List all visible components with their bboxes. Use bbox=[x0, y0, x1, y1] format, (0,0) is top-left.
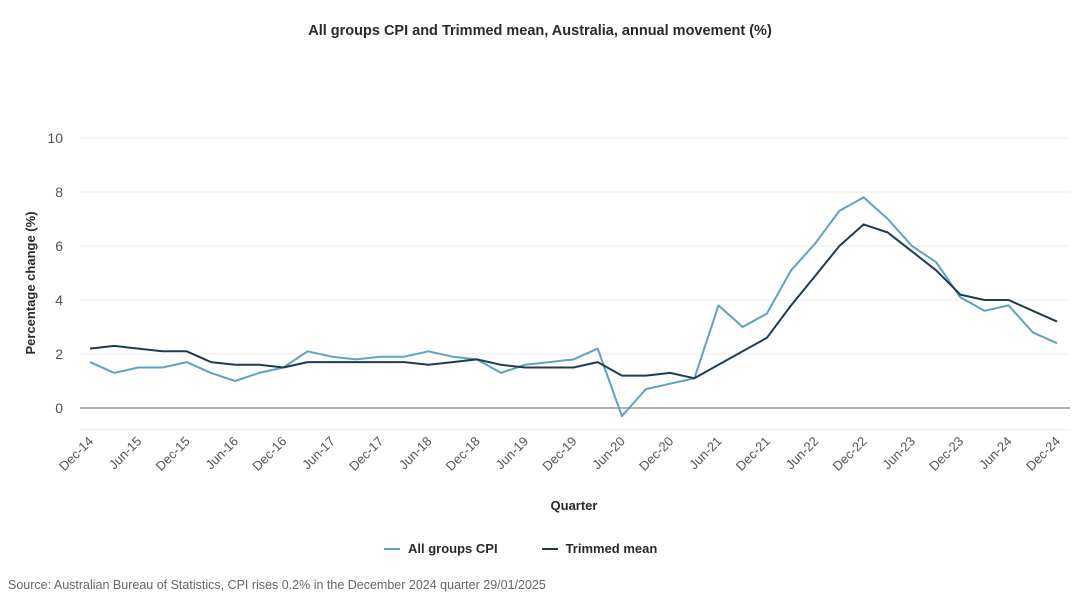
x-tick-label: Jun-18 bbox=[396, 434, 435, 473]
series-line-trimmed-mean[interactable] bbox=[89, 223, 1058, 380]
x-tick-label: Dec-20 bbox=[636, 434, 676, 474]
x-tick-label: Dec-23 bbox=[926, 434, 966, 474]
x-tick-label: Dec-18 bbox=[443, 434, 483, 474]
y-tick-label: 0 bbox=[55, 400, 63, 416]
x-tick-label: Jun-15 bbox=[106, 434, 145, 473]
y-tick-label: 8 bbox=[55, 184, 63, 200]
legend-item-cpi[interactable]: All groups CPI bbox=[384, 541, 498, 556]
x-tick-label: Dec-15 bbox=[153, 434, 193, 474]
series-lines bbox=[89, 196, 1058, 418]
x-tick-label: Jun-20 bbox=[589, 434, 628, 473]
x-tick-label: Jun-24 bbox=[976, 434, 1015, 473]
x-tick-label: Jun-16 bbox=[202, 434, 241, 473]
chart-title: All groups CPI and Trimmed mean, Austral… bbox=[308, 23, 772, 39]
source-note: Source: Australian Bureau of Statistics,… bbox=[8, 578, 546, 592]
y-tick-label: 2 bbox=[55, 346, 63, 362]
y-tick-label: 6 bbox=[55, 238, 63, 254]
x-tick-label: Dec-19 bbox=[539, 434, 579, 474]
y-axis-title: Percentage change (%) bbox=[23, 211, 38, 354]
x-axis-ticks: Dec-14 Jun-15 Dec-15 Jun-16 Dec-16 Jun-17 Dec-… bbox=[56, 434, 1063, 474]
x-tick-label: Jun-17 bbox=[299, 434, 338, 473]
gridlines bbox=[80, 137, 1070, 431]
legend-swatch-trimmed-mean bbox=[541, 547, 558, 550]
x-tick-label: Dec-24 bbox=[1023, 434, 1063, 474]
legend-label-cpi: All groups CPI bbox=[408, 541, 498, 556]
legend-label-trimmed-mean: Trimmed mean bbox=[565, 541, 658, 556]
y-tick-label: 10 bbox=[47, 130, 63, 146]
x-tick-label: Dec-14 bbox=[56, 434, 96, 474]
y-tick-label: 4 bbox=[55, 292, 63, 308]
x-axis-title: Quarter bbox=[551, 498, 598, 513]
x-tick-label: Jun-19 bbox=[493, 434, 532, 473]
x-tick-label: Jun-23 bbox=[879, 434, 918, 473]
x-tick-label: Dec-21 bbox=[733, 434, 773, 474]
x-tick-label: Jun-21 bbox=[686, 434, 725, 473]
x-tick-label: Dec-16 bbox=[249, 434, 289, 474]
legend-item-trimmed-mean[interactable]: Trimmed mean bbox=[541, 541, 658, 556]
y-axis-ticks: 0 2 4 6 8 10 bbox=[47, 130, 63, 416]
legend: All groups CPI Trimmed mean bbox=[384, 541, 657, 556]
series-line-all-groups-cpi[interactable] bbox=[89, 196, 1058, 418]
x-tick-label: Dec-22 bbox=[829, 434, 869, 474]
x-tick-label: Jun-22 bbox=[783, 434, 822, 473]
x-tick-label: Dec-17 bbox=[346, 434, 386, 474]
legend-swatch-cpi bbox=[384, 547, 400, 550]
